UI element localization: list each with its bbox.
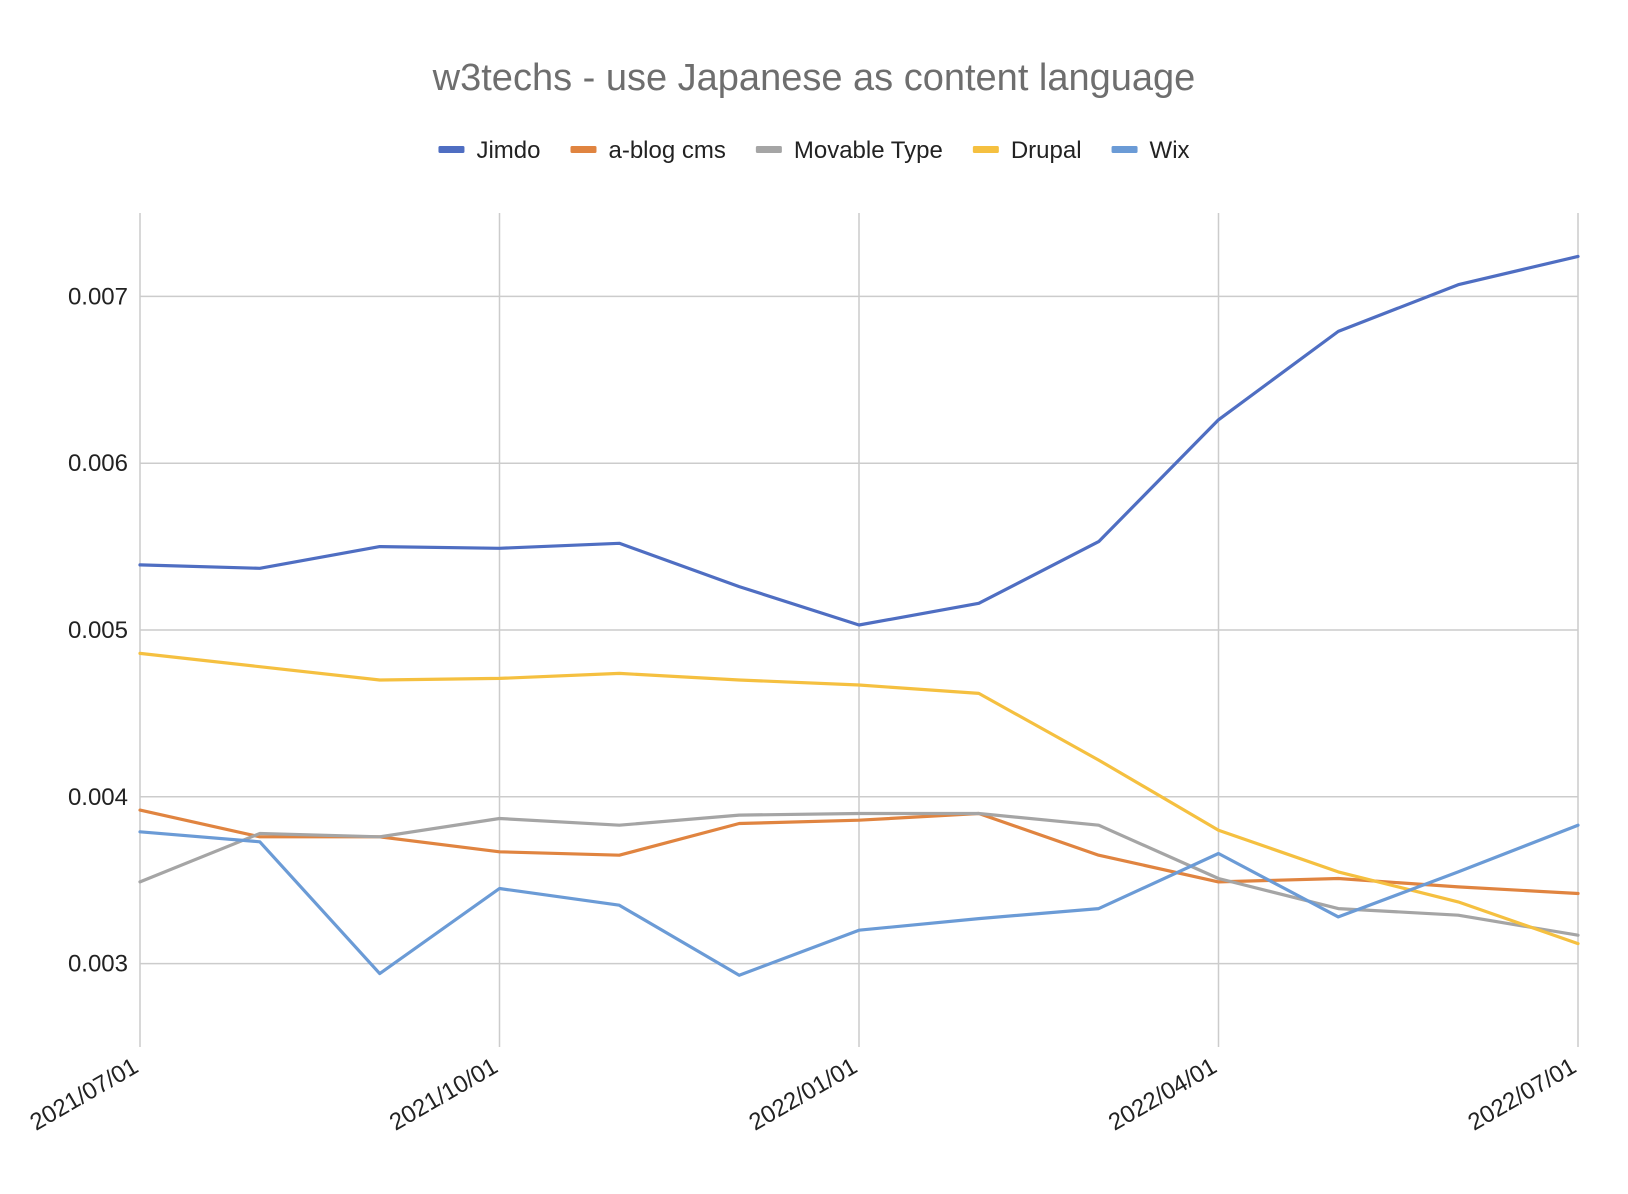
y-tick-label: 0.006	[68, 450, 128, 477]
x-tick-label: 2021/10/01	[385, 1053, 503, 1136]
legend-swatch	[570, 146, 597, 153]
legend-label: Drupal	[1011, 137, 1082, 164]
x-tick-label: 2021/07/01	[25, 1053, 143, 1136]
series-line-wix	[138, 823, 1580, 977]
x-tick-label: 2022/01/01	[744, 1053, 862, 1136]
x-tick-label: 2022/04/01	[1104, 1053, 1222, 1136]
y-tick-label: 0.007	[68, 283, 128, 310]
legend-label: Jimdo	[476, 137, 540, 164]
series-line-jimdo	[138, 254, 1580, 627]
legend-swatch	[755, 146, 782, 153]
legend-item: Movable Type	[755, 137, 943, 164]
series-lines	[138, 254, 1580, 977]
legend-label: Wix	[1150, 137, 1190, 164]
legend-swatch	[972, 146, 999, 153]
y-tick-label: 0.003	[68, 951, 128, 978]
y-tick-label: 0.004	[68, 784, 128, 811]
y-axis-ticks: 0.003 0.004 0.005 0.006 0.007	[68, 283, 128, 977]
legend-item: Drupal	[972, 137, 1082, 164]
chart-title: w3techs - use Japanese as content langua…	[432, 57, 1196, 99]
x-axis-ticks: 2021/07/01 2021/10/01 2022/01/01 2022/04/01…	[25, 1053, 1581, 1136]
legend-label: a-blog cms	[608, 137, 725, 164]
series-line-movable-type	[138, 811, 1580, 937]
x-tick-label: 2022/07/01	[1463, 1053, 1581, 1136]
legend-item: Wix	[1111, 137, 1190, 164]
grid	[139, 213, 1579, 1047]
legend-swatch	[1111, 146, 1138, 153]
legend-item: a-blog cms	[570, 137, 726, 164]
legend-swatch	[438, 146, 465, 153]
y-tick-label: 0.005	[68, 617, 128, 644]
legend-label: Movable Type	[794, 137, 943, 164]
legend-item: Jimdo	[438, 137, 540, 164]
legend: Jimdo a-blog cms Movable Type Drupal Wix	[438, 137, 1190, 164]
series-line-drupal	[138, 651, 1580, 946]
